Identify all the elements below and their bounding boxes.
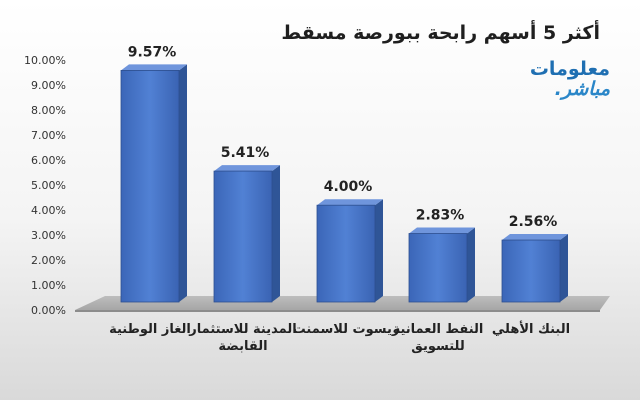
y-tick-label: 7.00% (31, 129, 66, 142)
data-label: 2.83% (416, 208, 465, 224)
brand-logo-line2: مباشر. (554, 77, 610, 100)
chart-floor (75, 296, 610, 310)
y-tick-label: 4.00% (31, 204, 66, 217)
y-tick-label: 10.00% (24, 54, 66, 67)
bar-top (502, 234, 568, 241)
y-tick-label: 6.00% (31, 154, 66, 167)
bar (213, 165, 280, 303)
brand-logo: معلومات مباشر. (518, 58, 610, 100)
bar-top (317, 199, 383, 206)
bar-top (121, 64, 187, 71)
y-tick-label: 1.00% (31, 279, 66, 292)
bar-top (409, 227, 475, 234)
y-tick-label: 0.00% (31, 304, 66, 317)
bar (316, 199, 383, 303)
chart-floor-edge (75, 310, 600, 312)
x-category-label: النفط العمانية للتسويق (392, 322, 484, 354)
bar (501, 234, 568, 303)
bar-side (467, 227, 475, 302)
bar-front (408, 233, 468, 303)
brand-logo-line1: معلومات (529, 58, 610, 80)
y-tick-label: 5.00% (31, 179, 66, 192)
bar-front (501, 239, 561, 303)
x-category-label: الغاز الوطنية (109, 322, 191, 337)
bar-front (120, 70, 180, 303)
bar (120, 64, 187, 303)
y-tick-label: 3.00% (31, 229, 66, 242)
y-tick-label: 9.00% (31, 79, 66, 92)
data-label: 2.56% (509, 214, 558, 230)
bar-side (375, 199, 383, 302)
data-label: 4.00% (324, 179, 373, 195)
bar-front (316, 204, 376, 303)
data-label: 5.41% (221, 145, 270, 161)
x-category-label: ريسوت للاسمنت (292, 322, 400, 337)
bar-front (213, 170, 273, 303)
bar-side (560, 234, 568, 302)
bar-side (272, 165, 280, 302)
data-label: 9.57% (128, 44, 177, 60)
y-tick-label: 8.00% (31, 104, 66, 117)
x-category-label: المدينة للاستثمار القابضة (189, 322, 297, 354)
x-category-label: البنك الأهلي (491, 322, 571, 337)
y-tick-label: 2.00% (31, 254, 66, 267)
bar-side (179, 64, 187, 302)
bar-top (214, 165, 280, 172)
chart-title: أكثر 5 أسهم رابحة ببورصة مسقط (281, 22, 600, 44)
bar (408, 227, 475, 303)
